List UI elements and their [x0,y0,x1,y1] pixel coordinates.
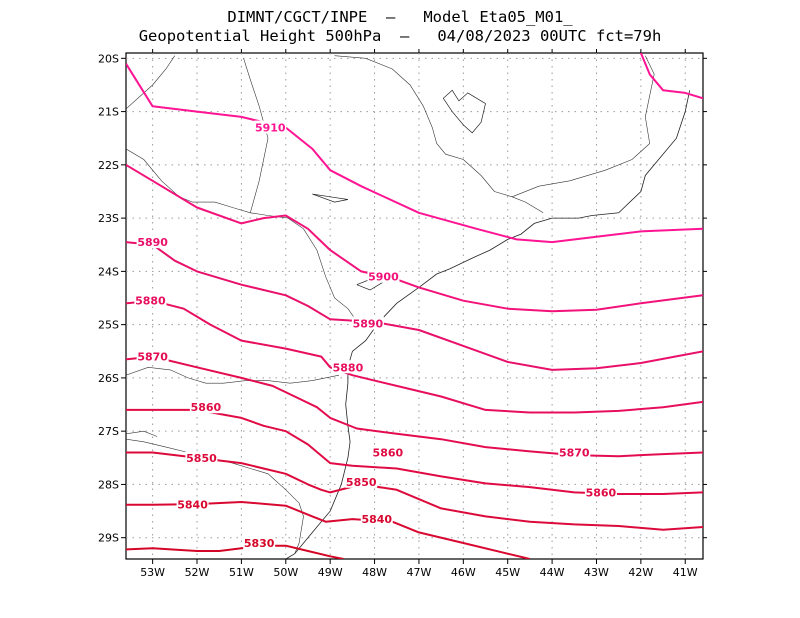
state-border [334,55,544,214]
x-tick-label: 46W [451,566,476,579]
state-border [126,366,340,384]
state-border [126,430,158,437]
contour-label-5860: 5860 [586,486,617,499]
x-tick-label: 52W [185,566,210,579]
contour-label-5860: 5860 [373,446,404,459]
y-tick-label: 27S [98,425,119,438]
contour-label-5840: 5840 [361,513,392,526]
map-title-line-2: Geopotential Height 500hPa – 04/08/2023 … [138,27,662,45]
map-title-line-1: DIMNT/CGCT/INPE – Model Eta05_M01_ [227,8,573,26]
x-tick-label: 53W [140,566,165,579]
contour-label-bg [243,536,276,550]
x-tick-label: 42W [628,566,653,579]
contour-label-bg [185,450,218,464]
x-tick-label: 44W [540,566,565,579]
contour-label-bg [254,120,287,134]
state-border [126,148,362,328]
contour-label-bg [584,485,617,499]
contour-label-5850: 5850 [346,476,377,489]
contour-line-5850 [126,451,703,531]
x-tick-label: 43W [584,566,609,579]
contour-label-5880: 5880 [333,361,364,374]
contour-labels: 5910 5900 5890 5890 5880 5880 5870 5870 5860 5860… [134,120,617,550]
contour-label-5880: 5880 [135,295,166,308]
contour-label-5860: 5860 [191,401,222,414]
contour-label-5890: 5890 [137,236,168,249]
contour-label-bg [176,497,209,511]
state-border [511,55,655,198]
map-frame [125,52,704,560]
contour-line-5900 [126,164,703,313]
state-border [126,438,304,554]
y-tick-label: 24S [98,265,119,278]
coastline [285,90,691,559]
contour-label-bg [371,445,404,459]
lake-outline [312,193,348,203]
y-tick-label: 23S [98,212,119,225]
axis-ticks: 53W 52W 51W 50W 49W 48W 47W 46W 45W 44W 43W 42W 41W 2… [98,49,707,579]
y-tick-label: 20S [98,52,119,65]
y-tick-label: 29S [98,532,119,545]
x-tick-label: 49W [318,566,343,579]
contour-label-5870: 5870 [559,446,590,459]
x-tick-label: 47W [407,566,432,579]
contour-label-5910: 5910 [255,122,286,135]
y-tick-label: 28S [98,478,119,491]
x-tick-label: 48W [362,566,387,579]
contour-label-5870: 5870 [137,351,168,364]
x-tick-label: 50W [273,566,298,579]
y-tick-label: 22S [98,159,119,172]
contour-label-5900: 5900 [368,271,399,284]
contour-label-bg [136,349,169,363]
y-tick-label: 26S [98,372,119,385]
geography-lines [126,55,691,559]
lake-outline [442,89,486,134]
contour-label-bg [351,316,384,330]
contour-label-bg [331,360,364,374]
contour-label-bg [367,269,400,283]
contour-label-5890: 5890 [353,318,384,331]
state-border [126,55,176,110]
x-tick-label: 45W [495,566,520,579]
contour-label-bg [558,445,591,459]
contour-line-5910 [639,53,703,100]
x-tick-label: 51W [229,566,254,579]
contour-label-5850: 5850 [186,452,217,465]
contour-label-bg [134,293,167,307]
y-tick-label: 25S [98,319,119,332]
contour-line-5880 [126,299,703,414]
contour-label-bg [360,512,393,526]
contour-line-5910 [126,63,703,244]
contour-label-5840: 5840 [177,499,208,512]
x-tick-label: 41W [673,566,698,579]
y-tick-label: 21S [98,106,119,119]
contour-label-bg [189,400,222,414]
contour-label-bg [345,474,378,488]
contour-label-5830: 5830 [244,537,275,550]
contour-label-bg [136,235,169,249]
